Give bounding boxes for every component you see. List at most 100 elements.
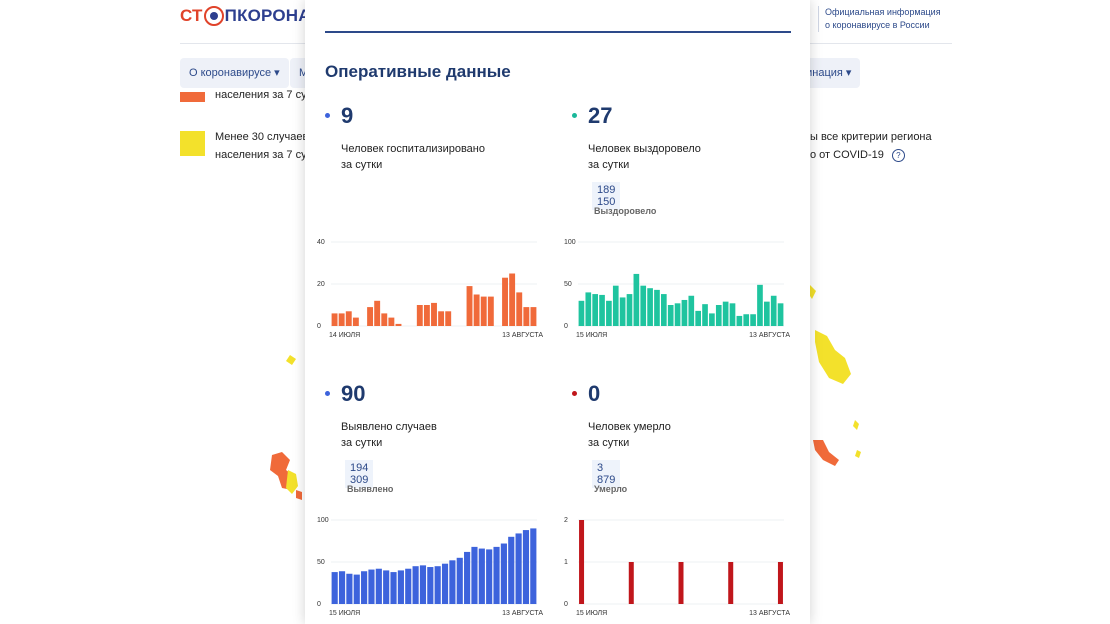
chart-bar[interactable] — [585, 292, 592, 326]
chart-bar[interactable] — [423, 305, 430, 326]
chart-bar[interactable] — [757, 284, 763, 326]
chart-bar[interactable] — [599, 294, 605, 326]
chart-bar[interactable] — [612, 285, 619, 326]
chart-bar[interactable] — [667, 305, 674, 326]
chart-bar[interactable] — [709, 313, 715, 326]
chart-bar[interactable] — [466, 286, 473, 326]
stat-desc-line2: за сутки — [588, 437, 630, 449]
chart-bar[interactable] — [777, 303, 784, 326]
chart-bar[interactable] — [397, 570, 404, 604]
chart-bar[interactable] — [640, 285, 647, 326]
chart-bar[interactable] — [626, 294, 633, 326]
chart-bar[interactable] — [764, 301, 770, 326]
chart-bar[interactable] — [427, 567, 434, 604]
chart-bar[interactable] — [777, 562, 783, 604]
chart-bar[interactable] — [478, 548, 485, 604]
chart-bar[interactable] — [750, 314, 756, 326]
chart-bar[interactable] — [715, 305, 722, 326]
chart-bar[interactable] — [522, 530, 530, 604]
help-icon[interactable]: ? — [891, 149, 905, 162]
site-logo[interactable]: СТ П КОРОНАВ — [180, 6, 323, 26]
chart-bar[interactable] — [678, 562, 684, 604]
chart-bar[interactable] — [579, 520, 585, 604]
chart-bar[interactable] — [416, 305, 423, 326]
chart-bar[interactable] — [388, 317, 395, 326]
chart-bar[interactable] — [445, 311, 452, 326]
chart-bar[interactable] — [368, 569, 375, 604]
chart-bar[interactable] — [374, 300, 381, 326]
chart-bar[interactable] — [695, 310, 701, 326]
chart-bar[interactable] — [449, 560, 456, 604]
chart-bar[interactable] — [412, 566, 419, 604]
chart-bar[interactable] — [471, 546, 478, 604]
chart-bar[interactable] — [509, 273, 516, 327]
chart-bar[interactable] — [361, 571, 368, 604]
panel-top-bar — [325, 31, 791, 33]
stat-value: 9 — [341, 103, 354, 128]
chart-bar[interactable] — [419, 565, 427, 604]
chart-bar[interactable] — [770, 295, 777, 326]
chart-bar[interactable] — [353, 574, 360, 604]
chart-bar[interactable] — [480, 296, 487, 326]
chart-bar[interactable] — [728, 562, 734, 604]
nav-about-button[interactable]: О коронавирусе ▾ — [180, 58, 289, 88]
chart-bar[interactable] — [661, 294, 667, 326]
chart-bar[interactable] — [500, 543, 507, 604]
chart-bar[interactable] — [578, 300, 585, 326]
chart-bar[interactable] — [736, 315, 743, 326]
chart-bar[interactable] — [702, 304, 708, 326]
chart-bar[interactable] — [331, 313, 338, 326]
chart-bar[interactable] — [619, 297, 626, 326]
chart-bar[interactable] — [681, 299, 688, 326]
chart-bar[interactable] — [502, 277, 508, 326]
chart-bar[interactable] — [487, 296, 494, 326]
chart-bar[interactable] — [530, 307, 537, 326]
chart-bar[interactable] — [530, 528, 537, 604]
chart-bar[interactable] — [493, 546, 500, 604]
chart-bar[interactable] — [395, 323, 402, 326]
chart-bar[interactable] — [331, 572, 338, 604]
chart-bar[interactable] — [606, 300, 612, 326]
chart-bar[interactable] — [345, 311, 352, 326]
chart-bar[interactable] — [486, 549, 493, 604]
chart-bar[interactable] — [441, 563, 449, 604]
chart-bar[interactable] — [674, 303, 681, 326]
chart-bar[interactable] — [473, 294, 480, 327]
chart-bar[interactable] — [515, 533, 522, 604]
chart-bar[interactable] — [390, 572, 397, 604]
deaths-chart: 0 1 2 15 ИЮЛЯ 13 АВГУСТА — [562, 512, 792, 620]
chart-bar[interactable] — [647, 288, 653, 326]
chart-bar[interactable] — [722, 301, 729, 326]
chart-bar[interactable] — [729, 303, 736, 326]
chart-bar[interactable] — [346, 573, 353, 604]
recovered-chart-svg: 0 50 100 15 ИЮЛЯ 13 АВГУСТА — [564, 239, 790, 339]
chart-bar[interactable] — [367, 307, 374, 326]
chart-bar[interactable] — [592, 294, 598, 326]
chart-bar[interactable] — [405, 568, 412, 604]
chart-bar[interactable] — [434, 566, 441, 604]
chart-bar[interactable] — [431, 302, 437, 326]
map-region-left[interactable] — [270, 350, 310, 510]
chart-bar[interactable] — [508, 536, 515, 604]
chart-bar[interactable] — [523, 307, 530, 326]
chart-bar[interactable] — [456, 557, 463, 604]
chart-bar[interactable] — [338, 571, 346, 604]
chart-bar[interactable] — [633, 273, 640, 326]
chart-bar[interactable] — [516, 292, 523, 326]
chart-bar[interactable] — [352, 317, 359, 326]
chart-bar[interactable] — [743, 314, 750, 326]
chart-bar[interactable] — [383, 570, 390, 604]
chart-bar[interactable] — [381, 313, 388, 326]
x-start-label: 15 ИЮЛЯ — [576, 332, 607, 339]
chart-bar[interactable] — [628, 562, 634, 604]
stat-total: 189 150 — [592, 182, 621, 210]
chart-bar[interactable] — [338, 313, 345, 326]
map-region-right[interactable] — [805, 280, 865, 480]
chart-bar[interactable] — [654, 289, 660, 326]
stat-dot — [325, 391, 330, 396]
official-info[interactable]: Официальная информация о коронавирусе в … — [818, 6, 955, 32]
chart-bar[interactable] — [464, 551, 471, 604]
chart-bar[interactable] — [438, 311, 445, 326]
chart-bar[interactable] — [688, 295, 695, 326]
chart-bar[interactable] — [375, 568, 382, 604]
